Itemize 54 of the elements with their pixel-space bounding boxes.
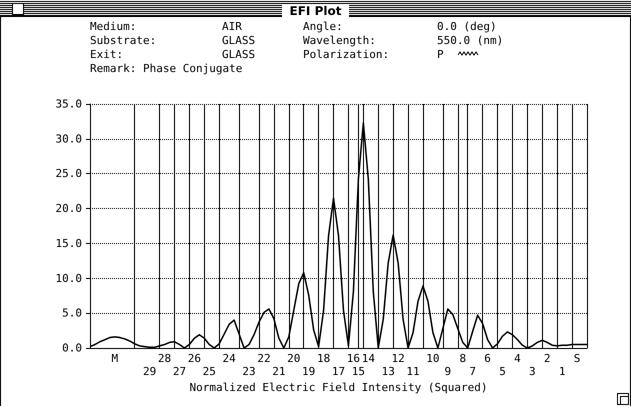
x-tick-label: 3: [529, 365, 536, 378]
x-tick-label: 4: [514, 352, 522, 365]
x-tick-label: S: [574, 352, 580, 365]
text: GLASS: [222, 48, 256, 62]
text: Substrate:: [90, 34, 156, 48]
x-tick-label: 28: [158, 352, 172, 365]
x-tick-label: 29: [143, 365, 156, 378]
x-tick-label: 16: [346, 352, 360, 365]
y-tick-label: 10.0: [56, 272, 82, 285]
x-tick-label: 12: [392, 352, 405, 365]
text: Medium:: [90, 20, 136, 34]
text: GLASS: [222, 34, 256, 48]
x-tick-label: 22: [257, 352, 271, 365]
text: Polarization:: [303, 48, 390, 62]
x-tick-label: 10: [426, 352, 440, 365]
x-tick-label: 17: [332, 365, 346, 378]
y-tick-label: 5.0: [62, 306, 82, 320]
x-tick-label: 20: [287, 352, 300, 365]
x-tick-label: 21: [272, 365, 286, 378]
x-tick-label: 25: [202, 365, 216, 378]
y-tick-label: 15.0: [56, 236, 82, 250]
x-tick-label: 19: [302, 365, 316, 378]
y-tick-label: 30.0: [56, 132, 82, 146]
x-tick-label: 18: [316, 352, 330, 365]
x-tick-label: 2: [544, 352, 551, 365]
text: Angle:: [303, 20, 343, 34]
x-tick-label: 6: [484, 352, 491, 365]
text: Exit:: [90, 48, 124, 62]
x-tick-label: 23: [242, 365, 256, 378]
x-tick-label: 1: [558, 365, 566, 378]
x-tick-label: 24: [222, 352, 236, 365]
x-axis-title: Normalized Electric Field Intensity (Squared): [189, 381, 488, 394]
x-tick-label: 9: [444, 365, 452, 378]
y-tick-label: 20.0: [56, 202, 82, 216]
x-tick-label: 8: [459, 352, 466, 365]
x-tick-label: 14: [362, 352, 376, 365]
x-tick-label: 13: [382, 365, 395, 378]
text: Wavelength:: [303, 34, 376, 48]
x-tick-label: 7: [469, 365, 476, 378]
x-tick-label: 5: [499, 365, 506, 378]
x-tick-label: 15: [352, 365, 366, 378]
text: 550.0 (nm): [437, 34, 504, 48]
chart-title: EFI Plot: [282, 4, 350, 18]
x-tick-label: 11: [406, 365, 420, 378]
x-tick-label: 26: [188, 352, 201, 365]
y-tick-label: 25.0: [56, 167, 82, 180]
text: P: [437, 48, 444, 62]
x-tick-label: M: [112, 352, 119, 365]
y-tick-label: 35.0: [56, 98, 82, 110]
y-tick-label: 0.0: [62, 342, 82, 354]
x-tick-label: 27: [172, 365, 186, 378]
text: AIR: [222, 20, 242, 34]
text: 0.0 (deg): [437, 20, 497, 34]
text: Remark: Phase Conjugate: [90, 62, 242, 76]
